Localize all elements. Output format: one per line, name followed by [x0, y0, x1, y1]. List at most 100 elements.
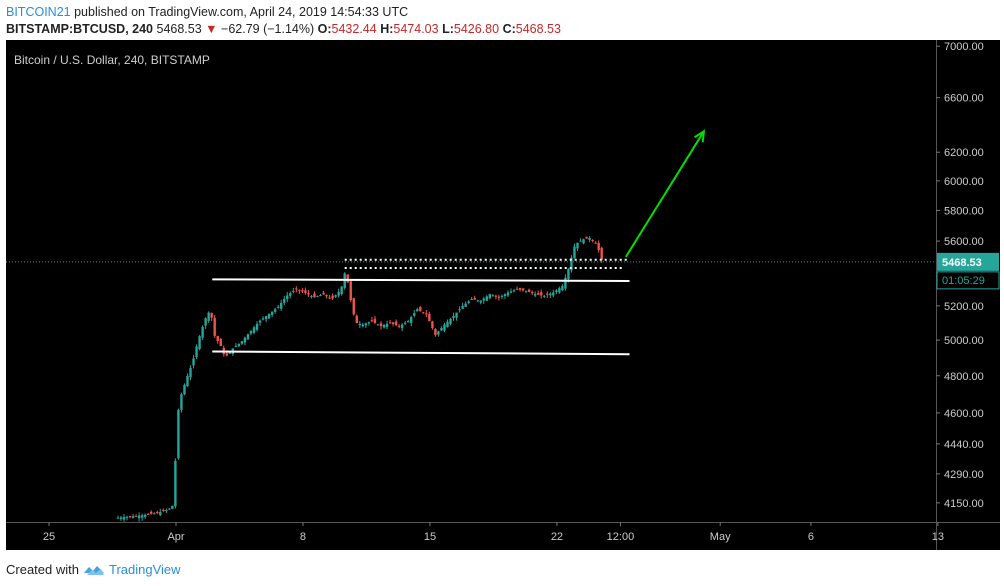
- candle-body: [376, 324, 380, 326]
- candle-body: [497, 296, 501, 298]
- candle-body: [416, 309, 419, 312]
- candle-body: [470, 299, 473, 301]
- candle-body: [198, 336, 201, 350]
- candle-body: [515, 288, 519, 290]
- price-tick-label: 7000.00: [944, 41, 984, 53]
- candle-body: [588, 238, 591, 241]
- candle-body: [440, 327, 443, 331]
- candle-body: [455, 312, 458, 318]
- candle-body: [461, 305, 464, 309]
- candle-body: [385, 323, 389, 327]
- close-label: C:: [502, 22, 516, 36]
- time-tick-label: 6: [808, 531, 814, 543]
- time-tick-label: 8: [300, 531, 306, 543]
- candle-body: [340, 286, 343, 295]
- candle-body: [228, 351, 232, 354]
- candle-body: [337, 291, 340, 296]
- candle-body: [509, 291, 513, 293]
- candle-body: [280, 302, 283, 309]
- candle-body: [273, 309, 277, 312]
- candle-body: [482, 298, 485, 301]
- candle-body: [349, 281, 352, 301]
- candle-body: [358, 323, 362, 326]
- candle-body: [446, 321, 449, 328]
- candle-body: [258, 320, 262, 323]
- candle-body: [364, 323, 368, 326]
- candle-body: [552, 292, 555, 296]
- candle-body: [283, 298, 286, 303]
- candle-body: [237, 343, 241, 347]
- candle-body: [467, 301, 470, 303]
- candle-body: [153, 513, 156, 515]
- candle-body: [443, 324, 446, 331]
- candle-body: [159, 511, 162, 516]
- price-tick-label: 4440.00: [944, 439, 984, 451]
- candle-body: [403, 322, 407, 324]
- plot-area[interactable]: [6, 129, 936, 522]
- chart-background: [6, 40, 1000, 550]
- candle-body: [137, 515, 141, 519]
- candle-body: [419, 307, 422, 311]
- candle-body: [352, 298, 355, 315]
- countdown-label: 01:05:29: [942, 275, 985, 287]
- candle-body: [533, 294, 537, 296]
- candle-body: [524, 290, 528, 292]
- candle-body: [162, 509, 165, 511]
- channel-upper-line: [212, 278, 630, 283]
- candle-body: [131, 516, 135, 518]
- candle-body: [246, 334, 250, 340]
- candle-body: [295, 288, 298, 290]
- price-tick-label: 6000.00: [944, 176, 984, 188]
- time-axis[interactable]: 25 Apr 8 15 22 12:00 May 6 13: [6, 522, 1000, 543]
- candlestick-series: [116, 236, 603, 522]
- candle-body: [512, 290, 516, 292]
- candle-body: [207, 312, 210, 321]
- publish-line: BITCOIN21 published on TradingView.com, …: [6, 5, 408, 19]
- candle-body: [370, 320, 374, 322]
- last-price-badge-label: 5468.53: [942, 257, 982, 269]
- candle-body: [434, 328, 437, 335]
- candle-body: [322, 292, 325, 295]
- price-chart[interactable]: 7000.00 6600.00 6200.00 6000.00 5800.00 5600.…: [6, 40, 1000, 550]
- channel-lower-line: [212, 350, 630, 356]
- candle-body: [122, 517, 126, 520]
- candle-body: [576, 242, 579, 249]
- candle-body: [591, 239, 594, 241]
- candle-body: [304, 290, 307, 293]
- price-tick-label: 6600.00: [944, 93, 984, 105]
- candle-body: [558, 288, 561, 293]
- candle-body: [355, 315, 358, 324]
- time-tick-label: 13: [932, 531, 944, 543]
- candle-body: [555, 290, 558, 293]
- candle-body: [452, 315, 455, 318]
- candle-body: [249, 330, 253, 334]
- candle-body: [579, 240, 582, 242]
- candle-body: [464, 303, 467, 307]
- candle-body: [186, 375, 189, 387]
- candle-body: [140, 515, 144, 518]
- price-axis[interactable]: 7000.00 6600.00 6200.00 6000.00 5800.00 5600.…: [936, 40, 1000, 550]
- price-tick-label: 5000.00: [944, 335, 984, 347]
- candle-body: [143, 514, 147, 517]
- candle-body: [189, 367, 192, 378]
- candle-body: [488, 294, 492, 299]
- candle-body: [494, 295, 498, 297]
- created-with-text: Created with: [6, 562, 79, 577]
- candle-body: [165, 509, 168, 511]
- candle-body: [518, 288, 522, 290]
- candle-body: [146, 513, 150, 515]
- tradingview-brand-link[interactable]: TradingView: [108, 562, 181, 577]
- candle-body: [573, 246, 576, 259]
- candle-body: [156, 511, 159, 513]
- last-price: 5468.53: [156, 22, 202, 36]
- candle-body: [479, 300, 482, 303]
- candle-body: [116, 517, 120, 519]
- candle-body: [213, 317, 216, 336]
- candle-body: [400, 324, 404, 329]
- candle-body: [204, 318, 207, 326]
- author-link[interactable]: BITCOIN21: [6, 5, 71, 19]
- candle-body: [527, 289, 531, 292]
- candle-body: [240, 341, 244, 344]
- price-tick-label: 5800.00: [944, 205, 984, 217]
- high-label: H:: [380, 22, 394, 36]
